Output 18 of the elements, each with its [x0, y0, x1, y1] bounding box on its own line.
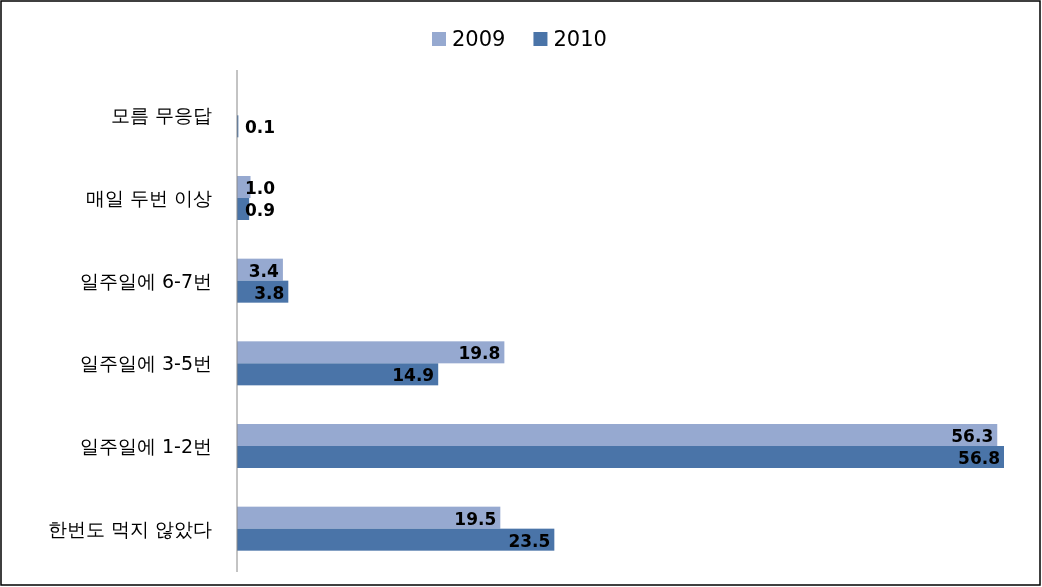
data-label: 19.5	[454, 508, 497, 529]
data-label: 3.4	[248, 260, 280, 281]
data-label: 3.8	[254, 282, 285, 303]
data-label: 14.9	[392, 365, 435, 386]
data-label: 56.8	[958, 448, 1000, 468]
y-tick-label: 일주일에 1-2번	[79, 435, 212, 457]
data-label: 19.8	[458, 343, 501, 364]
y-tick-label: 한번도 먹지 않았다	[47, 517, 212, 540]
y-tick-label: 매일 두번 이상	[85, 187, 212, 209]
legend-label: 2009	[452, 27, 506, 51]
legend-label: 2010	[553, 27, 607, 51]
data-label: 23.5	[508, 530, 551, 551]
y-tick-label: 일주일에 6-7번	[79, 269, 212, 292]
data-label: 1.0	[245, 178, 276, 198]
y-tick-label: 일주일에 3-5번	[79, 352, 212, 375]
data-label: 0.1	[245, 117, 276, 138]
y-tick-label: 모름 무응답	[110, 104, 212, 127]
data-label: 56.3	[951, 426, 994, 446]
